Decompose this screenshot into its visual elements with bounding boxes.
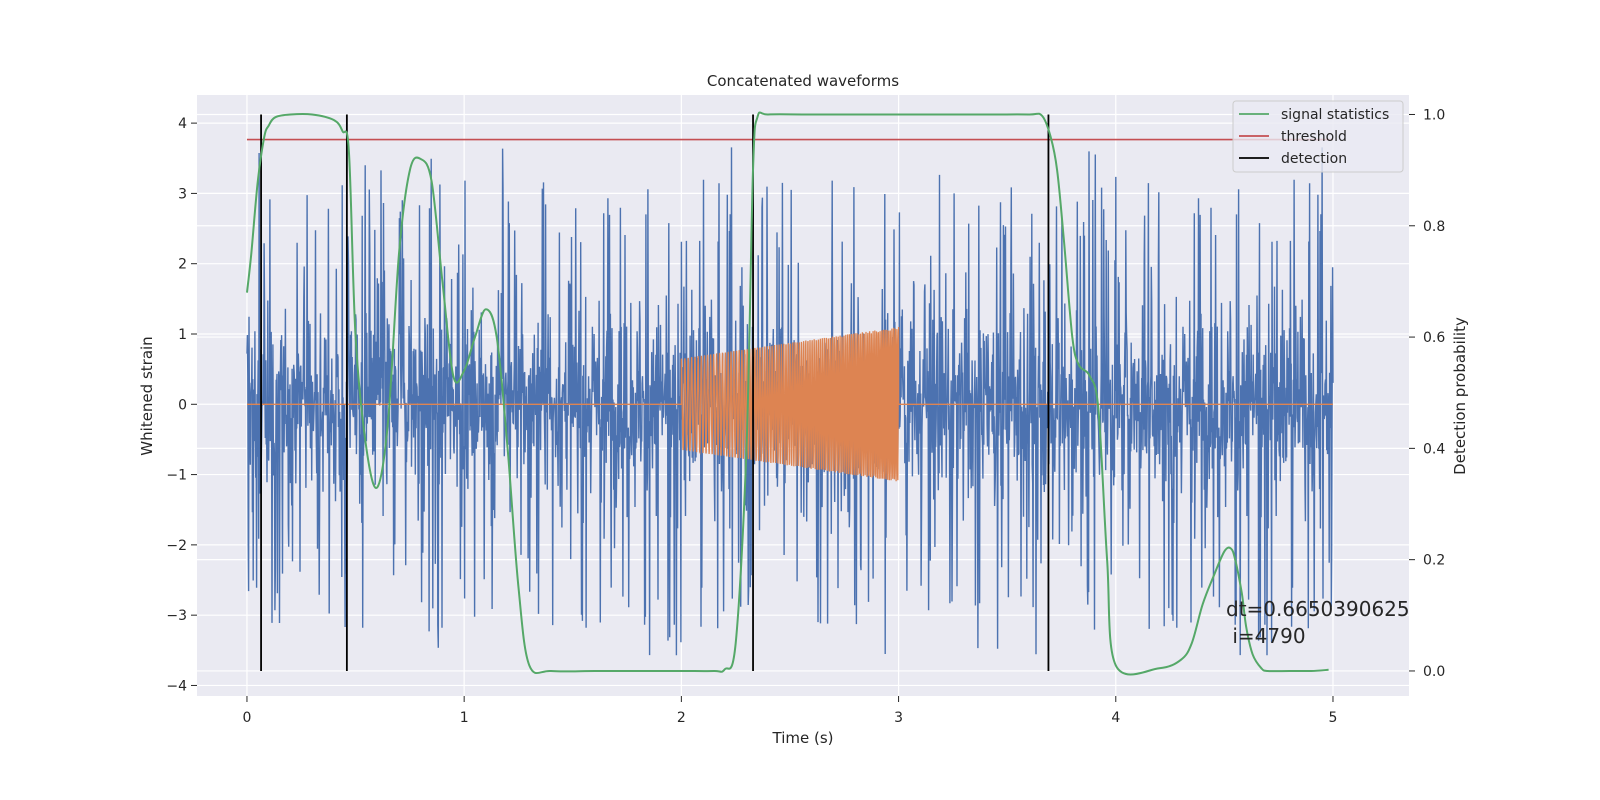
y-tick-label-5: 1 [178,327,187,343]
detection-lines [260,114,1050,671]
y-axis-ticks: −4 −3 −2 −1 0 1 2 3 4 [166,116,197,694]
legend-box [1232,100,1404,173]
x-axis-ticks: 0 1 2 3 4 5 [242,696,1337,726]
y2-tick-label-1: 0.2 [1423,553,1445,569]
legend-label-detection: detection [1281,151,1347,167]
y2-tick-label-2: 0.4 [1423,441,1445,457]
x-tick-label-0: 0 [242,710,251,726]
y-tick-label-6: 2 [178,257,187,273]
y2-tick-label-5: 1.0 [1423,107,1445,123]
injection-series [247,326,1333,482]
legend-label-threshold: threshold [1281,129,1347,145]
y-tick-label-7: 3 [178,186,187,202]
y-tick-label-2: −2 [166,538,187,554]
signal-statistics-line [246,111,1329,676]
y2-tick-label-0: 0.0 [1423,664,1445,680]
x-tick-label-3: 3 [894,710,903,726]
chart-title: Concatenated waveforms [707,72,899,90]
legend-label-signal-statistics: signal statistics [1281,107,1389,123]
signal-statistics-path [246,111,1329,676]
y2-tick-label-3: 0.6 [1423,330,1445,346]
y2-tick-label-4: 0.8 [1423,219,1445,235]
y-axis-label: Whitened strain [138,336,156,455]
y-tick-label-0: −4 [166,678,187,694]
y-tick-label-4: 0 [178,397,187,413]
x-tick-label-2: 2 [677,710,686,726]
y-tick-label-1: −3 [166,608,187,624]
legend: signal statistics threshold detection [1232,100,1404,173]
annotation-line-0: dt=0.6650390625 [1226,597,1410,621]
x-tick-label-1: 1 [460,710,469,726]
y2-axis-ticks: 0.0 0.2 0.4 0.6 0.8 1.0 [1409,107,1445,680]
y-tick-label-8: 4 [178,116,187,132]
x-tick-label-4: 4 [1111,710,1120,726]
y2-axis-label: Detection probability [1451,317,1469,475]
x-axis-label: Time (s) [772,729,834,747]
annotation-line-1: i=4790 [1226,624,1306,648]
injection-path [247,326,1333,482]
x-tick-label-5: 5 [1329,710,1338,726]
annotation-text: dt=0.6650390625 i=4790 [1226,597,1410,648]
y-tick-label-3: −1 [166,468,187,484]
